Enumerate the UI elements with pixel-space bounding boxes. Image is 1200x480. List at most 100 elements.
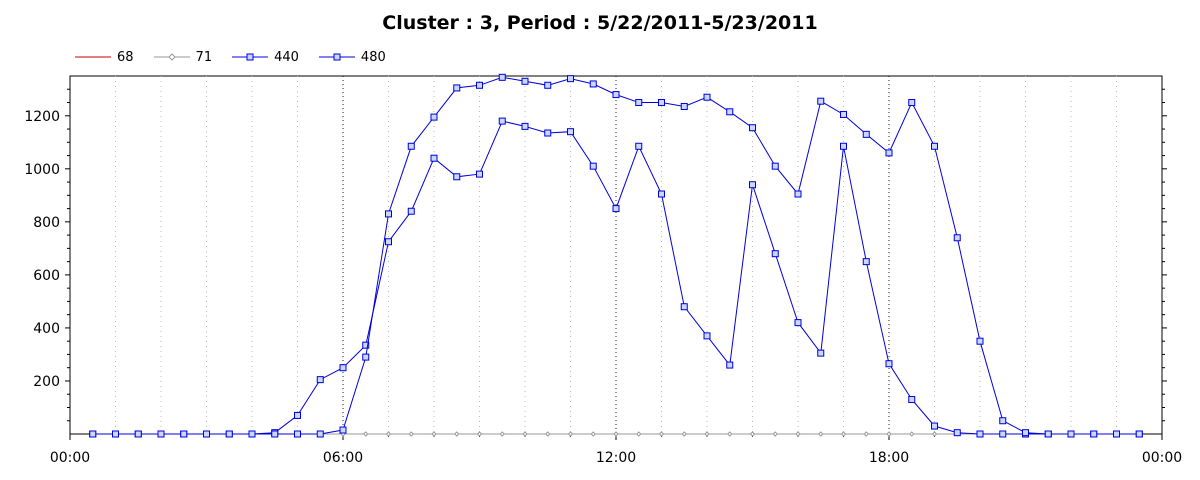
legend: 68 71 440 480 [75, 48, 406, 66]
data-point-71 [704, 431, 710, 437]
data-point-480 [1090, 430, 1098, 438]
data-point-440 [544, 129, 552, 137]
data-point-480 [658, 99, 665, 107]
data-point-440 [294, 411, 301, 419]
data-point-480 [680, 102, 688, 110]
data-point-440 [521, 122, 529, 130]
data-point-71 [681, 431, 687, 437]
x-tick-label: 18:00 [869, 450, 909, 466]
data-point-71 [840, 431, 847, 437]
data-point-480 [999, 417, 1007, 425]
data-point-480 [794, 190, 802, 198]
data-point-480 [294, 430, 301, 438]
data-point-71 [590, 431, 596, 437]
y-tick-label: 600 [33, 268, 60, 284]
legend-swatch-71 [153, 53, 190, 61]
data-point-71 [636, 431, 642, 437]
y-tick-label: 1000 [24, 162, 60, 178]
data-point-71 [931, 431, 938, 437]
legend-swatch-440 [232, 53, 269, 61]
data-point-440 [908, 396, 916, 404]
y-axis: 200 400 600 800 1000 1200 [24, 88, 1167, 422]
data-point-440 [589, 162, 597, 170]
data-point-480 [703, 93, 711, 101]
data-point-71 [431, 431, 437, 437]
data-point-71 [499, 431, 505, 437]
data-point-480 [1067, 430, 1075, 438]
data-point-480 [407, 142, 415, 150]
plot-frame [69, 75, 1163, 435]
data-point-480 [976, 337, 984, 345]
data-point-440 [680, 303, 688, 311]
data-point-440 [840, 142, 847, 150]
data-point-480 [271, 430, 279, 438]
series-480 [89, 73, 1143, 438]
legend-item-480: 480 [318, 50, 386, 65]
data-point-480 [544, 81, 552, 89]
y-tick-label: 1200 [24, 109, 60, 125]
legend-label-440: 440 [274, 49, 299, 65]
data-point-480 [157, 430, 165, 438]
data-point-71 [772, 431, 778, 437]
data-point-71 [749, 431, 756, 437]
data-point-71 [886, 431, 892, 437]
data-point-440 [567, 128, 574, 136]
data-point-480 [1113, 430, 1120, 438]
data-point-71 [408, 431, 414, 437]
data-point-440 [476, 170, 483, 178]
x-tick-label: 00:00 [50, 450, 90, 466]
data-point-440 [612, 205, 620, 213]
legend-item-71: 71 [153, 49, 213, 65]
data-point-480 [908, 99, 916, 107]
data-point-440 [749, 181, 756, 189]
data-point-480 [862, 130, 870, 138]
x-tick-label: 12:00 [596, 450, 636, 466]
legend-swatch-68 [75, 56, 111, 58]
data-point-480 [453, 84, 461, 92]
data-point-71 [818, 431, 824, 437]
data-point-480 [89, 430, 97, 438]
data-point-480 [180, 430, 188, 438]
legend-swatch-480 [318, 53, 355, 61]
data-point-71 [727, 431, 733, 437]
data-point-71 [795, 431, 801, 437]
data-point-71 [567, 431, 574, 437]
data-point-480 [840, 110, 847, 118]
data-point-440 [885, 360, 893, 368]
data-point-440 [771, 250, 779, 258]
data-point-480 [1135, 430, 1143, 438]
data-point-480 [385, 210, 392, 218]
legend-item-68: 68 [75, 50, 134, 65]
data-point-480 [112, 430, 119, 438]
data-point-440 [931, 422, 938, 430]
data-point-71 [909, 431, 915, 437]
data-point-480 [521, 77, 529, 85]
data-point-71 [522, 431, 528, 437]
legend-label-71: 71 [195, 49, 213, 65]
data-point-480 [953, 234, 961, 242]
data-point-480 [498, 73, 506, 81]
data-point-71 [658, 431, 665, 437]
data-point-440 [635, 142, 643, 150]
data-point-440 [385, 238, 392, 246]
legend-label-68: 68 [117, 49, 134, 65]
data-point-440 [976, 430, 984, 438]
data-point-480 [726, 108, 734, 116]
data-point-440 [862, 258, 870, 266]
data-point-480 [476, 81, 483, 89]
legend-item-440: 440 [232, 50, 299, 65]
y-tick-label: 800 [33, 215, 60, 231]
chart-title: Cluster : 3, Period : 5/22/2011-5/23/201… [382, 12, 818, 34]
data-point-71 [863, 431, 869, 437]
data-point-480 [817, 97, 825, 105]
data-point-480 [635, 99, 643, 107]
data-point-71 [385, 431, 392, 437]
x-tick-label: 06:00 [323, 450, 363, 466]
data-point-480 [248, 430, 256, 438]
y-tick-label: 400 [33, 321, 60, 337]
y-tick-label: 200 [33, 374, 60, 390]
data-point-480 [885, 149, 893, 157]
data-point-440 [817, 349, 825, 357]
data-point-480 [339, 426, 347, 434]
